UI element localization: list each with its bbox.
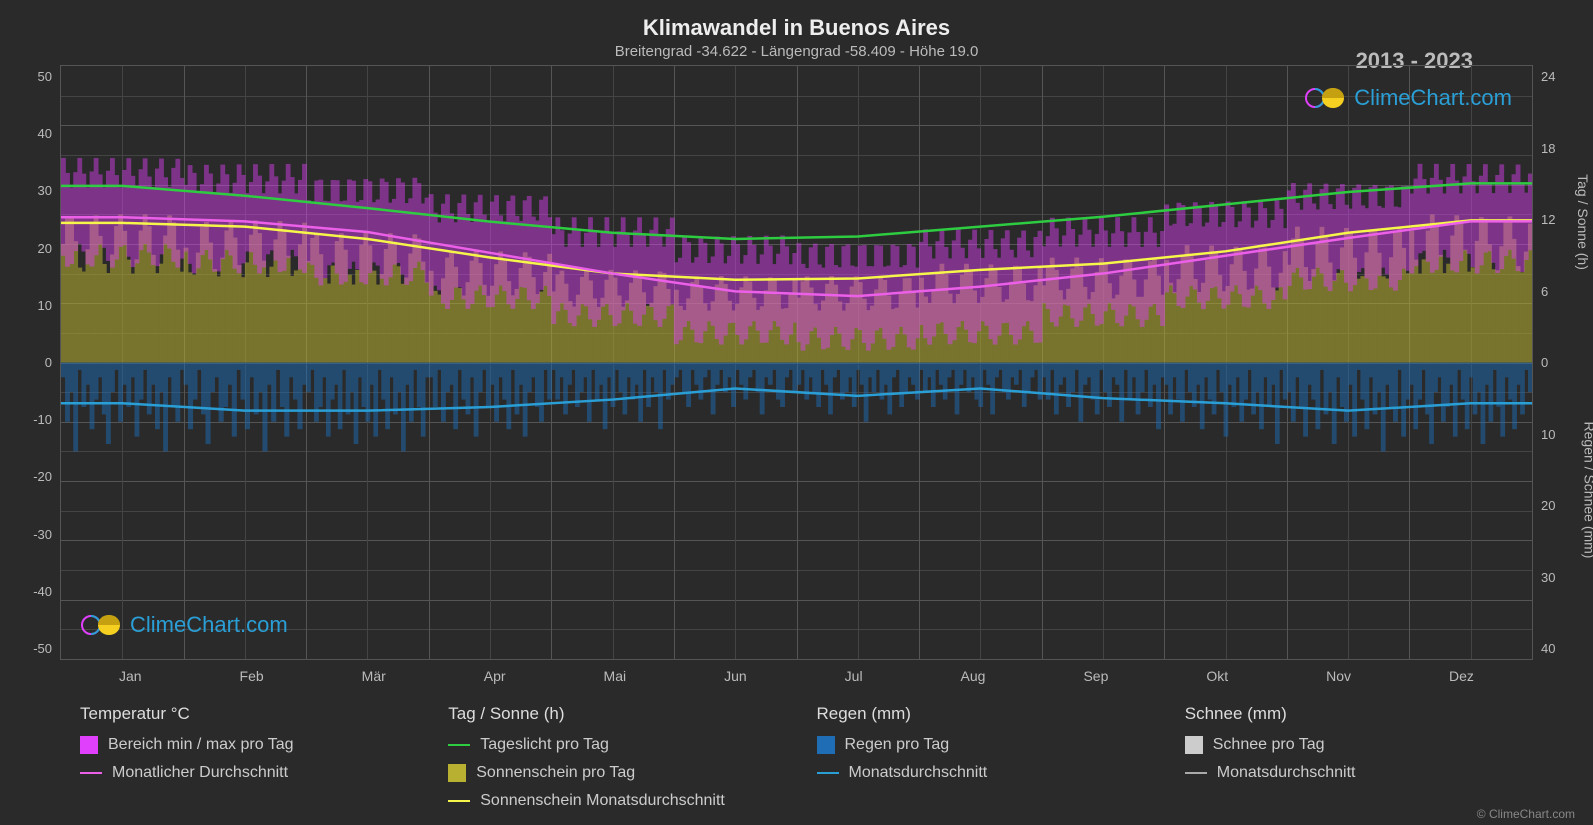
legend-item: Sonnenschein Monatsdurchschnitt: [448, 792, 776, 810]
y-tick-right: 18: [1541, 141, 1573, 156]
legend-item: Regen pro Tag: [817, 736, 1145, 754]
chart-title: Klimawandel in Buenos Aires: [10, 15, 1583, 41]
y-tick-right: 24: [1541, 69, 1573, 84]
y-tick-left: -40: [20, 584, 52, 599]
x-tick-month: Jan: [119, 668, 142, 684]
y-tick-left: 20: [20, 241, 52, 256]
x-tick-month: Sep: [1083, 668, 1108, 684]
plot-area: ClimeChart.com ClimeChart.com: [60, 65, 1533, 660]
legend-item: Monatlicher Durchschnitt: [80, 764, 408, 782]
y-tick-right: 40: [1541, 641, 1573, 656]
legend: Temperatur °C Bereich min / max pro Tag Mo…: [10, 684, 1583, 815]
y-axis-right-bottom-label: Regen / Schnee (mm): [1582, 421, 1593, 558]
x-tick-month: Aug: [961, 668, 986, 684]
legend-swatch: [817, 736, 835, 754]
watermark-bottom-left: ClimeChart.com: [81, 611, 288, 639]
legend-label: Tageslicht pro Tag: [480, 736, 609, 754]
y-tick-left: -10: [20, 412, 52, 427]
y-tick-right: 12: [1541, 212, 1573, 227]
legend-label: Bereich min / max pro Tag: [108, 736, 294, 754]
x-axis: Jan Feb Mär Apr Mai Jun Jul Aug Sep Okt Nov Dez: [10, 660, 1583, 684]
y-tick-left: 30: [20, 183, 52, 198]
legend-swatch: [448, 744, 470, 747]
legend-column: Schnee (mm) Schnee pro Tag Monatsdurchschn…: [1185, 704, 1513, 810]
legend-column: Regen (mm) Regen pro Tag Monatsdurchschnit…: [817, 704, 1145, 810]
y-tick-left: 10: [20, 298, 52, 313]
legend-label: Sonnenschein pro Tag: [476, 764, 635, 782]
legend-column: Tag / Sonne (h) Tageslicht pro Tag Sonnens…: [448, 704, 776, 810]
legend-swatch: [1185, 772, 1207, 775]
legend-header: Schnee (mm): [1185, 704, 1513, 724]
watermark-text: ClimeChart.com: [130, 612, 288, 638]
legend-item: Tageslicht pro Tag: [448, 736, 776, 754]
y-tick-right: 20: [1541, 498, 1573, 513]
y-tick-left: -20: [20, 469, 52, 484]
climechart-logo-icon: [1305, 84, 1349, 112]
x-tick-month: Jun: [724, 668, 747, 684]
legend-column: Temperatur °C Bereich min / max pro Tag Mo…: [80, 704, 408, 810]
chart-container: Klimawandel in Buenos Aires Breitengrad …: [10, 10, 1583, 815]
legend-label: Schnee pro Tag: [1213, 736, 1325, 754]
legend-swatch: [448, 800, 470, 803]
y-tick-left: -30: [20, 527, 52, 542]
legend-item: Sonnenschein pro Tag: [448, 764, 776, 782]
climechart-logo-icon: [81, 611, 125, 639]
legend-item: Bereich min / max pro Tag: [80, 736, 408, 754]
legend-header: Tag / Sonne (h): [448, 704, 776, 724]
legend-swatch: [817, 772, 839, 775]
title-area: Klimawandel in Buenos Aires Breitengrad …: [10, 10, 1583, 65]
legend-label: Regen pro Tag: [845, 736, 950, 754]
legend-swatch: [448, 764, 466, 782]
x-tick-month: Nov: [1326, 668, 1351, 684]
plot-wrapper: Temperatur °C Tag / Sonne (h) Regen / Sc…: [10, 65, 1583, 660]
copyright: © ClimeChart.com: [1477, 807, 1575, 821]
chart-subtitle: Breitengrad -34.622 - Längengrad -58.409…: [10, 43, 1583, 60]
x-tick-month: Apr: [484, 668, 506, 684]
legend-header: Regen (mm): [817, 704, 1145, 724]
legend-header: Temperatur °C: [80, 704, 408, 724]
legend-label: Sonnenschein Monatsdurchschnitt: [480, 792, 725, 810]
y-tick-right: 0: [1541, 355, 1573, 370]
y-axis-left: 50 40 30 20 10 0 -10 -20 -30 -40 -50: [20, 65, 60, 660]
legend-swatch: [80, 736, 98, 754]
x-tick-month: Mai: [604, 668, 627, 684]
y-tick-left: 0: [20, 355, 52, 370]
x-tick-month: Feb: [240, 668, 264, 684]
watermark-top-right: ClimeChart.com: [1305, 84, 1512, 112]
y-axis-right: 24 18 12 6 0 10 20 30 40: [1533, 65, 1573, 660]
x-tick-month: Dez: [1449, 668, 1474, 684]
legend-swatch: [80, 772, 102, 775]
legend-label: Monatsdurchschnitt: [849, 764, 988, 782]
y-tick-left: 50: [20, 69, 52, 84]
x-tick-month: Jul: [845, 668, 863, 684]
legend-swatch: [1185, 736, 1203, 754]
x-tick-month: Mär: [362, 668, 386, 684]
y-tick-right: 30: [1541, 570, 1573, 585]
watermark-text: ClimeChart.com: [1354, 85, 1512, 111]
legend-item: Monatsdurchschnitt: [817, 764, 1145, 782]
y-tick-left: 40: [20, 126, 52, 141]
legend-label: Monatlicher Durchschnitt: [112, 764, 288, 782]
legend-label: Monatsdurchschnitt: [1217, 764, 1356, 782]
legend-item: Schnee pro Tag: [1185, 736, 1513, 754]
y-tick-left: -50: [20, 641, 52, 656]
y-tick-right: 10: [1541, 427, 1573, 442]
y-tick-right: 6: [1541, 284, 1573, 299]
legend-item: Monatsdurchschnitt: [1185, 764, 1513, 782]
x-tick-month: Okt: [1206, 668, 1228, 684]
y-axis-right-top-label: Tag / Sonne (h): [1575, 174, 1591, 270]
